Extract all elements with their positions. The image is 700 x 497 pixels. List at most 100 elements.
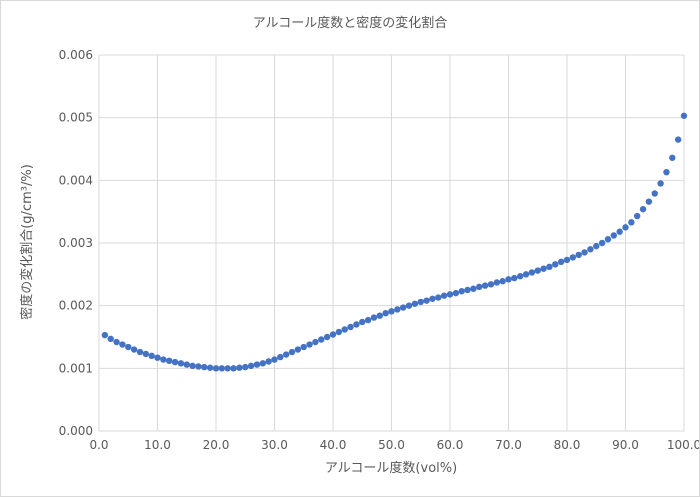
data-point: [563, 256, 571, 264]
data-point: [476, 283, 483, 291]
data-point: [616, 228, 623, 235]
data-point: [411, 300, 419, 307]
y-tick-labels: 0.000 0.001 0.002 0.003 0.004 0.005 0.006: [59, 48, 93, 438]
data-point: [271, 356, 278, 363]
data-point: [142, 350, 149, 358]
data-point: [575, 251, 582, 259]
y-tick-label: 0.000: [59, 424, 93, 438]
data-point: [669, 154, 676, 161]
data-point: [628, 219, 635, 226]
data-point: [493, 279, 500, 286]
data-point: [171, 358, 179, 366]
data-point: [405, 302, 413, 309]
data-point: [218, 365, 226, 372]
data-point: [569, 254, 577, 261]
x-tick-label: 70.0: [495, 438, 522, 452]
data-point: [154, 354, 161, 361]
data-point: [318, 336, 325, 343]
data-point: [440, 292, 448, 299]
data-point: [294, 346, 302, 353]
x-tick-label: 80.0: [554, 438, 581, 452]
data-point: [657, 180, 664, 187]
data-point: [557, 258, 565, 265]
x-tick-label: 60.0: [437, 438, 464, 452]
data-point: [160, 356, 167, 363]
data-point: [517, 273, 524, 280]
data-point: [347, 323, 354, 331]
data-point: [581, 249, 588, 256]
data-point: [452, 289, 460, 297]
data-point: [323, 333, 331, 341]
x-tick-label: 100.0: [667, 438, 699, 452]
data-point: [370, 314, 378, 321]
data-point: [522, 271, 530, 278]
data-point: [277, 353, 284, 361]
data-point: [639, 205, 647, 213]
data-point: [394, 306, 401, 313]
data-point: [119, 341, 126, 348]
x-tick-label: 30.0: [261, 438, 288, 452]
data-point: [593, 242, 600, 250]
data-point: [101, 331, 109, 339]
data-point: [206, 364, 214, 371]
x-axis-label: アルコール度数(vol%): [325, 460, 457, 476]
x-tick-label: 20.0: [203, 438, 230, 452]
data-point: [674, 136, 682, 143]
data-point: [212, 365, 220, 372]
data-point: [645, 198, 653, 205]
data-point: [546, 263, 553, 271]
data-point: [224, 365, 231, 372]
x-tick-label: 0.0: [89, 438, 108, 452]
data-point: [552, 261, 559, 268]
data-point: [458, 288, 465, 295]
x-tick-label: 90.0: [612, 438, 639, 452]
data-point: [487, 281, 495, 288]
data-point: [236, 364, 243, 371]
data-point: [481, 282, 489, 289]
data-point: [610, 232, 617, 239]
data-point: [230, 365, 237, 372]
data-point: [242, 363, 249, 371]
data-point: [417, 298, 424, 306]
data-point: [125, 343, 132, 351]
data-point: [663, 168, 670, 176]
data-point: [651, 190, 658, 197]
data-point: [107, 335, 114, 343]
data-point: [136, 348, 144, 356]
data-point: [359, 318, 366, 326]
data-point: [400, 304, 407, 311]
data-point: [189, 362, 196, 370]
data-point: [253, 361, 261, 368]
data-point: [534, 267, 541, 274]
data-point: [423, 297, 430, 304]
data-point: [634, 212, 641, 220]
data-point: [376, 312, 383, 319]
data-point: [259, 360, 266, 367]
y-tick-label: 0.002: [59, 299, 93, 313]
data-point: [195, 363, 202, 370]
data-point: [288, 348, 296, 356]
data-point: [335, 328, 343, 336]
data-point: [183, 361, 190, 368]
data-point: [540, 265, 547, 272]
data-point: [201, 363, 208, 371]
y-tick-label: 0.003: [59, 236, 93, 250]
data-point: [511, 274, 518, 282]
data-point: [505, 276, 512, 283]
data-points: [101, 112, 688, 372]
data-point: [306, 341, 313, 348]
data-point: [598, 239, 606, 247]
data-point: [265, 358, 272, 365]
data-point: [148, 352, 155, 359]
y-tick-label: 0.005: [59, 111, 93, 125]
data-point: [464, 286, 471, 294]
data-point: [312, 338, 319, 346]
y-tick-label: 0.006: [59, 48, 93, 62]
data-point: [300, 343, 307, 351]
data-point: [435, 294, 442, 301]
chart-title: アルコール度数と密度の変化割合: [253, 15, 448, 31]
data-point: [113, 338, 120, 346]
x-tick-label: 50.0: [378, 438, 405, 452]
